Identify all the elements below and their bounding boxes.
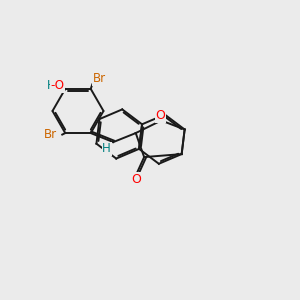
Text: -O: -O xyxy=(50,80,64,92)
Text: H: H xyxy=(47,80,56,92)
Text: O: O xyxy=(156,110,166,122)
Text: O: O xyxy=(131,173,141,186)
Text: H: H xyxy=(102,142,111,155)
Text: Br: Br xyxy=(93,72,106,85)
Text: Br: Br xyxy=(44,128,57,141)
